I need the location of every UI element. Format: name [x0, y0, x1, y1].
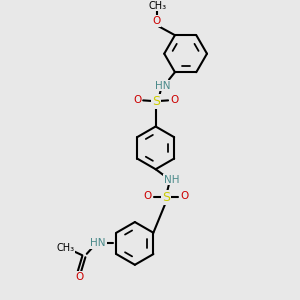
Text: O: O [133, 95, 141, 105]
Text: O: O [75, 272, 83, 282]
Text: S: S [152, 95, 160, 108]
Text: O: O [143, 191, 152, 201]
Text: CH₃: CH₃ [148, 1, 166, 10]
Text: S: S [162, 191, 170, 204]
Text: CH₃: CH₃ [56, 244, 74, 254]
Text: O: O [180, 191, 188, 201]
Text: HN: HN [155, 80, 171, 91]
Text: HN: HN [90, 238, 106, 248]
Text: O: O [152, 16, 160, 26]
Text: NH: NH [164, 175, 180, 184]
Text: O: O [170, 95, 178, 105]
